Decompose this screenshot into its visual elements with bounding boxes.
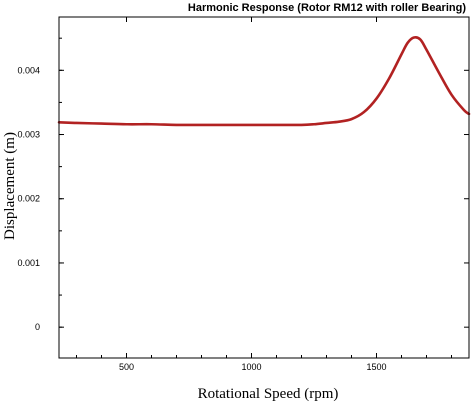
x-axis-label: Rotational Speed (rpm) [198,386,339,402]
chart-title: Harmonic Response (Rotor RM12 with rolle… [188,2,466,14]
y-tick-label: 0.003 [17,130,40,140]
x-tick-label: 1000 [241,362,261,372]
plot-frame [58,16,470,359]
series-line [57,36,471,127]
y-tick-label: 0.004 [17,65,40,75]
y-tick-label: 0.001 [17,258,40,268]
y-tick-label: 0.002 [17,194,40,204]
x-tick-label: 500 [119,362,134,372]
y-tick-label: 0 [35,322,40,332]
x-tick-label: 1500 [366,362,386,372]
series-layer [57,36,471,127]
y-axis-label: Displacement (m) [2,132,18,240]
